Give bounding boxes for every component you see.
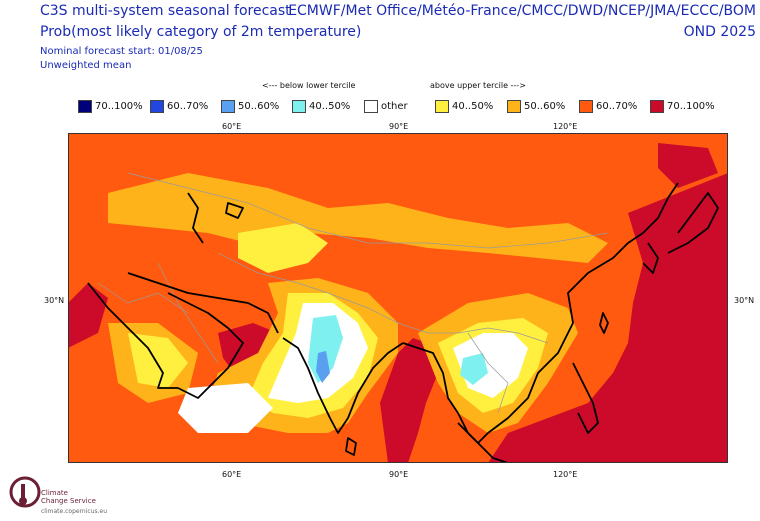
forecast-map — [68, 133, 728, 463]
coast-india — [282, 337, 404, 434]
border-line — [127, 172, 609, 249]
lon-tick-top: 60°E — [222, 122, 242, 131]
weighting-note: Unweighted mean — [40, 60, 132, 71]
legend-item: 70..100% — [650, 100, 715, 113]
color-legend: 70..100% 60..70% 50..60% 40..50% other 4… — [0, 100, 760, 116]
legend-label: 50..60% — [524, 101, 566, 112]
legend-label: other — [381, 101, 408, 112]
lower-tercile-label: <--- below lower tercile — [262, 81, 356, 90]
field-70-100-nw — [68, 283, 108, 348]
legend-swatch — [650, 100, 664, 113]
legend-item: 40..50% — [435, 100, 493, 113]
coast-caspian — [187, 192, 204, 244]
legend-item: 60..70% — [150, 100, 208, 113]
field-cold-50-60-india — [316, 351, 330, 383]
legend-item: other — [364, 100, 408, 113]
season-label: OND 2025 — [683, 24, 756, 40]
legend-swatch — [435, 100, 449, 113]
field-70-100-north — [658, 143, 718, 188]
border-line — [467, 332, 509, 414]
legend-swatch — [78, 100, 92, 113]
field-40-50-tibet — [238, 223, 328, 273]
legend-label: 40..50% — [309, 101, 351, 112]
logo-url: climate.copernicus.eu — [41, 508, 108, 515]
field-70-100-bay-of-bengal — [380, 338, 438, 463]
legend-swatch — [292, 100, 306, 113]
border-line — [97, 282, 189, 314]
coast-sri-lanka — [345, 437, 357, 456]
coast-sumatra — [457, 422, 509, 463]
coast-china-east — [627, 182, 679, 244]
legend-item: 50..60% — [221, 100, 279, 113]
legend-item: 50..60% — [507, 100, 565, 113]
legend-label: 70..100% — [95, 101, 143, 112]
coast-arabian-peninsula — [87, 282, 244, 399]
legend-swatch — [579, 100, 593, 113]
lat-tick-right: 30°N — [734, 296, 755, 305]
legend-label: 40..50% — [452, 101, 494, 112]
legend-label: 70..100% — [667, 101, 715, 112]
coastlines — [87, 182, 719, 463]
field-50-60-asia — [108, 173, 608, 263]
field-40-50-arabia — [128, 333, 188, 388]
lon-tick-top: 90°E — [389, 122, 409, 131]
coast-philippines — [572, 362, 599, 434]
legend-label: 60..70% — [167, 101, 209, 112]
border-line — [217, 252, 399, 324]
border-line — [157, 262, 219, 364]
lon-tick-bottom: 60°E — [222, 470, 242, 479]
coast-taiwan — [599, 312, 609, 334]
legend-label: 60..70% — [596, 101, 638, 112]
coast-korea — [642, 242, 659, 274]
coast-persian-gulf — [127, 272, 279, 334]
logo-line-2: Change Service — [41, 497, 96, 505]
country-borders — [97, 172, 609, 414]
lon-tick-top: 120°E — [553, 122, 578, 131]
upper-tercile-label: above upper tercile ---> — [430, 81, 526, 90]
legend-swatch — [364, 100, 378, 113]
field-cold-40-50-indochina — [460, 353, 488, 385]
border-line — [397, 322, 549, 344]
title-line-1: C3S multi-system seasonal forecast — [40, 3, 291, 19]
forecast-start: Nominal forecast start: 01/08/25 — [40, 46, 203, 57]
legend-swatch — [507, 100, 521, 113]
legend-swatch — [150, 100, 164, 113]
legend-item: 40..50% — [292, 100, 350, 113]
field-70-100-east-pacific — [488, 173, 728, 463]
climate-logo-icon — [9, 476, 41, 508]
coast-aral — [225, 202, 244, 219]
lon-tick-bottom: 120°E — [553, 470, 578, 479]
legend-item: 60..70% — [579, 100, 637, 113]
centres-list: ECMWF/Met Office/Météo-France/CMCC/DWD/N… — [288, 3, 756, 19]
logo-line-1: Climate — [41, 489, 68, 497]
copernicus-logo — [8, 474, 138, 518]
map-frame — [68, 133, 728, 463]
coast-japan — [667, 192, 719, 254]
coast-bay-bengal — [402, 342, 459, 414]
lon-tick-bottom: 90°E — [389, 470, 409, 479]
legend-label: 50..60% — [238, 101, 280, 112]
legend-item: 70..100% — [78, 100, 143, 113]
title-line-2: Prob(most likely category of 2m temperat… — [40, 24, 362, 40]
lat-tick-left: 30°N — [44, 296, 65, 305]
legend-swatch — [221, 100, 235, 113]
